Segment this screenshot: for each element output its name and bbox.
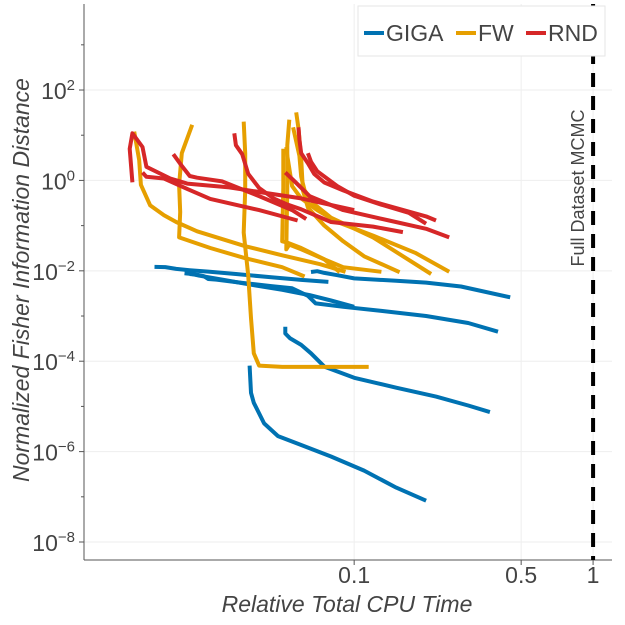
series-rnd-line xyxy=(171,153,308,221)
x-tick-label: 0.1 xyxy=(338,562,370,588)
legend-label-giga: GIGA xyxy=(386,20,444,46)
full-dataset-mcmc-marker: Full Dataset MCMC xyxy=(568,4,596,560)
series-rnd-line xyxy=(283,171,450,240)
series-lines xyxy=(127,112,511,503)
x-tick-label: 1 xyxy=(587,562,600,588)
y-tick-label: 102 xyxy=(41,77,75,104)
series-fw-line xyxy=(284,146,451,274)
y-tick-label: 10−8 xyxy=(32,529,75,556)
axes xyxy=(83,4,612,561)
series-giga-line xyxy=(310,269,511,300)
y-ticks: 10−8 10−6 10−4 10−2 100 102 xyxy=(32,44,84,556)
series-giga-line xyxy=(247,365,427,503)
legend: GIGA FW RND xyxy=(357,5,606,57)
series-fw-line xyxy=(132,131,347,274)
series-giga-line xyxy=(189,272,499,334)
y-axis-title: Normalized Fisher Information Distance xyxy=(8,78,34,482)
legend-box xyxy=(357,5,606,57)
series-fw-line xyxy=(241,121,369,369)
series-giga-line xyxy=(154,264,329,284)
x-tick-label: 0.5 xyxy=(505,562,537,588)
y-tick-label: 10−4 xyxy=(32,348,75,375)
x-axis-title: Relative Total CPU Time xyxy=(222,591,473,617)
series-rnd-line xyxy=(141,171,299,223)
legend-label-fw: FW xyxy=(478,20,514,46)
y-tick-label: 100 xyxy=(41,167,75,194)
y-tick-label: 10−2 xyxy=(32,258,75,285)
series-rnd-line xyxy=(306,152,428,226)
y-tick-label: 10−6 xyxy=(32,439,75,466)
x-ticks: 0.1 0.5 1 xyxy=(338,560,599,588)
series-rnd-line xyxy=(232,133,404,235)
full-dataset-mcmc-label: Full Dataset MCMC xyxy=(568,109,588,266)
legend-label-rnd: RND xyxy=(548,20,598,46)
